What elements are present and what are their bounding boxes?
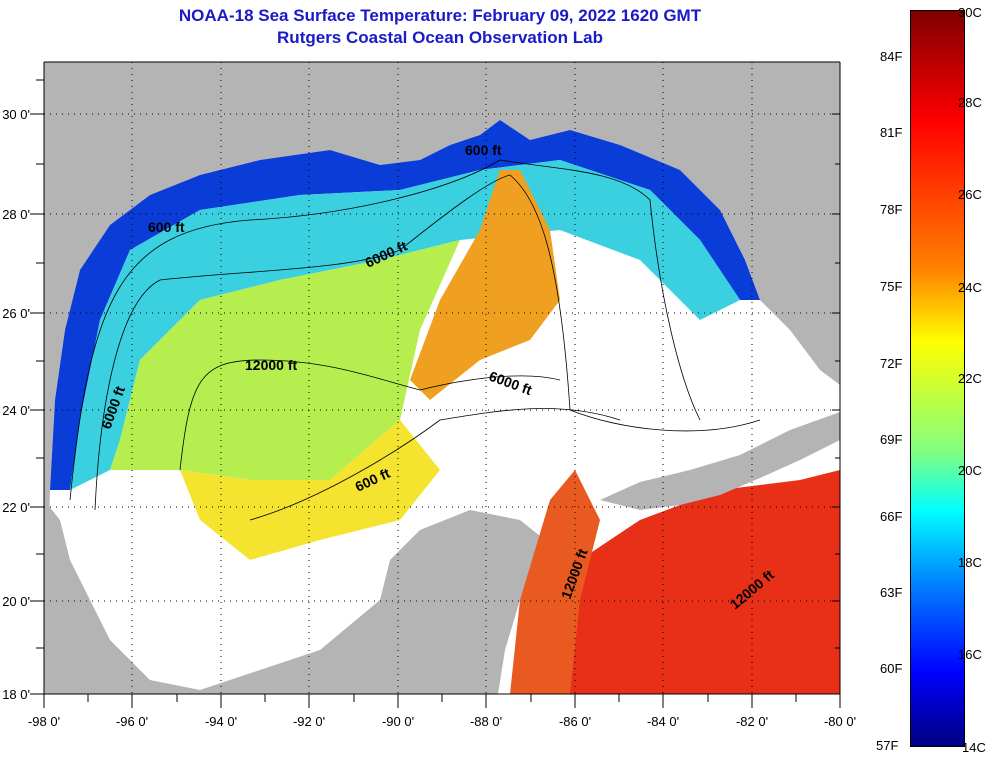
lon-label: -90 0' — [382, 714, 414, 729]
cuba-land — [600, 412, 840, 510]
lon-label: -96 0' — [116, 714, 148, 729]
lat-label: 24 0' — [2, 403, 30, 418]
lat-label: 28 0' — [2, 207, 30, 222]
f-label: 72F — [880, 356, 903, 371]
mid-band — [110, 240, 460, 480]
c-label: 14C — [962, 740, 986, 755]
f-label: 84F — [880, 49, 903, 64]
lat-label: 30 0' — [2, 107, 30, 122]
lon-label: -82 0' — [736, 714, 768, 729]
f-label: 60F — [880, 661, 903, 676]
lon-label: -86 0' — [559, 714, 591, 729]
warm-yellow — [180, 420, 440, 560]
warm-orange-loop — [410, 170, 560, 400]
lat-tick-labels: 30 0' 28 0' 26 0' 24 0' 22 0' 20 0' 18 0… — [2, 107, 30, 702]
map-title: NOAA-18 Sea Surface Temperature: Februar… — [178, 6, 702, 25]
f-label: 69F — [880, 432, 903, 447]
caribbean-warm — [560, 470, 840, 694]
c-label: 16C — [958, 647, 982, 662]
map-subtitle: Rutgers Coastal Ocean Observation Lab — [277, 28, 603, 47]
c-label: 28C — [958, 95, 982, 110]
c-label: 20C — [958, 463, 982, 478]
contour-label: 600 ft — [148, 219, 185, 235]
axes — [30, 61, 841, 708]
lat-label: 18 0' — [2, 687, 30, 702]
f-label: 75F — [880, 279, 903, 294]
f-label: 81F — [880, 125, 903, 140]
lon-label: -92 0' — [293, 714, 325, 729]
c-label: 26C — [958, 187, 982, 202]
lon-label: -84 0' — [647, 714, 679, 729]
lat-label: 26 0' — [2, 306, 30, 321]
f-label: 57F — [876, 738, 899, 753]
florida-land — [745, 62, 840, 380]
lon-label: -80 0' — [824, 714, 856, 729]
c-label: 30C — [958, 5, 982, 20]
cool-band — [70, 160, 740, 490]
f-label: 78F — [880, 202, 903, 217]
lon-label: -94 0' — [205, 714, 237, 729]
f-label: 66F — [880, 509, 903, 524]
bathymetry-contours — [69, 159, 761, 521]
yucatan-channel-warm — [510, 470, 600, 694]
sst-map: 600 ft 600 ft 6000 ft 12000 ft 6000 ft 6… — [2, 61, 856, 729]
c-label: 18C — [958, 555, 982, 570]
f-label: 63F — [880, 585, 903, 600]
lat-label: 22 0' — [2, 500, 30, 515]
temperature-colorbar — [910, 10, 965, 747]
lat-label: 20 0' — [2, 594, 30, 609]
mexico-land — [44, 500, 545, 694]
lon-label: -98 0' — [28, 714, 60, 729]
contour-label: 12000 ft — [245, 357, 297, 373]
lon-label: -88 0' — [470, 714, 502, 729]
c-label: 22C — [958, 371, 982, 386]
lon-tick-labels: -98 0' -96 0' -94 0' -92 0' -90 0' -88 0… — [28, 714, 856, 729]
contour-label: 600 ft — [465, 142, 502, 158]
c-label: 24C — [958, 280, 982, 295]
